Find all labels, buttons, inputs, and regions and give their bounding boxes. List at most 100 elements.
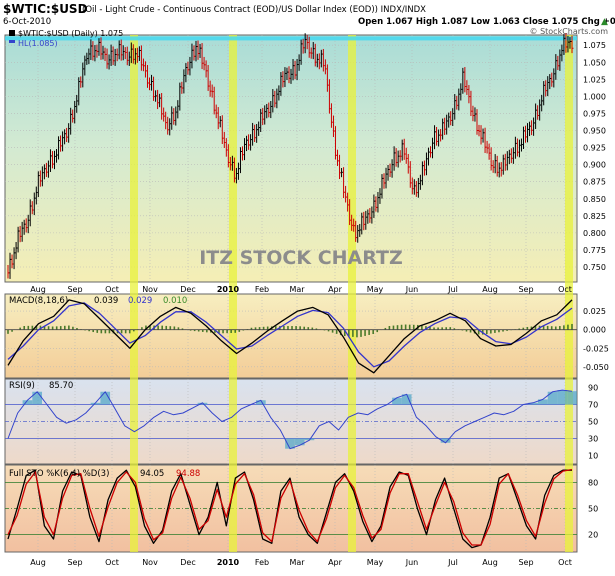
- hl-legend-label: HL(1.085): [18, 39, 58, 48]
- chart-date: 6-Oct-2010: [3, 17, 51, 27]
- bottom-x-tick-label: Dec: [180, 558, 195, 567]
- price-x-tick-label: Mar: [289, 285, 305, 294]
- rsi-overbought-fill: [401, 394, 412, 405]
- rsi-oversold-fill: [294, 438, 305, 446]
- rsi-line: [7, 389, 573, 450]
- price-y-tick-label: 0.875: [583, 178, 606, 187]
- rsi-y-tick-label: 30: [588, 435, 598, 444]
- sto-k-value: 94.05: [140, 469, 164, 479]
- bottom-x-tick-label: Sep: [518, 558, 533, 567]
- bottom-x-tick-label: Aug: [30, 558, 46, 567]
- price-y-tick-label: 1.025: [583, 75, 606, 84]
- highlight-band: [348, 35, 356, 552]
- sto-y-tick-label: 20: [588, 531, 598, 540]
- macd-signal-value: 0.029: [128, 296, 152, 306]
- macd-hist-value: 0.010: [163, 296, 187, 306]
- highlight-band: [130, 35, 138, 552]
- price-y-tick-label: 0.775: [583, 246, 606, 255]
- price-x-tick-label: Oct: [105, 285, 119, 294]
- rsi-oversold-fill: [440, 438, 451, 443]
- rsi-y-tick-label: 50: [588, 418, 598, 427]
- price-y-tick-label: 0.950: [583, 127, 606, 136]
- price-legend-main: $WTIC:$USD (Daily) 1.075: [18, 29, 123, 38]
- price-x-tick-label: Aug: [482, 285, 498, 294]
- sto-legend-label: Full STO %K(6,4) %D(3): [9, 469, 109, 479]
- rsi-overbought-fill: [547, 391, 558, 405]
- sto-d-value: 94.88: [176, 469, 200, 479]
- price-x-tick-label: Jun: [405, 285, 419, 294]
- price-x-tick-label: Nov: [142, 285, 158, 294]
- price-y-tick-label: 1.000: [583, 92, 606, 101]
- rsi-overbought-fill: [90, 402, 101, 405]
- bottom-x-tick-label: Sep: [67, 558, 82, 567]
- sto-legend: Full STO %K(6,4) %D(3) 94.05 94.88: [9, 469, 200, 479]
- rsi-overbought-fill: [255, 400, 266, 405]
- chart-ohlc: Open 1.067 High 1.087 Low 1.063 Close 1.…: [358, 17, 615, 27]
- macd-y-tick-label: 0.000: [583, 326, 606, 335]
- macd-panel: [4, 293, 578, 379]
- price-y-tick-label: 1.050: [583, 58, 606, 67]
- rsi-overbought-fill: [528, 402, 538, 405]
- bottom-x-tick-label: Mar: [289, 558, 305, 567]
- highlight-band: [565, 35, 573, 552]
- bottom-x-tick-label: Oct: [558, 558, 572, 567]
- bottom-x-tick-label: 2010: [217, 558, 240, 567]
- price-y-tick-label: 0.800: [583, 229, 606, 238]
- rsi-overbought-fill: [567, 391, 577, 405]
- price-x-tick-label: May: [367, 285, 384, 294]
- rsi-overbought-fill: [197, 402, 208, 405]
- price-y-tick-label: 0.825: [583, 212, 606, 221]
- macd-y-tick-label: -0.050: [583, 363, 609, 372]
- price-y-tick-label: 0.900: [583, 161, 606, 170]
- price-y-tick-label: 1.075: [583, 41, 606, 50]
- bottom-x-tick-label: Jun: [405, 558, 419, 567]
- price-y-tick-label: 0.975: [583, 109, 606, 118]
- bottom-x-tick-label: Jul: [447, 558, 458, 567]
- rsi-y-tick-label: 90: [588, 384, 598, 393]
- x-axis-labels: Aug Sep Oct Nov Dec 2010 Feb Mar Apr May Jun Jul Aug…: [30, 285, 572, 567]
- rsi-overbought-fill: [32, 391, 43, 405]
- macd-y-tick-label: 0.025: [583, 307, 606, 316]
- sto-y-tick-label: 50: [588, 505, 598, 514]
- sto-y-tick-label: 80: [588, 478, 598, 487]
- rsi-overbought-fill: [22, 400, 33, 405]
- sto-d-line: [7, 468, 573, 546]
- rsi-overbought-fill: [557, 390, 568, 405]
- chart-description: (Oil - Light Crude - Continuous Contract…: [82, 5, 426, 15]
- rsi-legend: RSI(9) 85.70: [9, 381, 73, 391]
- rsi-overbought-fill: [100, 391, 111, 405]
- rsi-y-tick-label: 70: [588, 401, 598, 410]
- price-x-tick-label: Aug: [30, 285, 46, 294]
- macd-y-tick-label: -0.025: [583, 344, 609, 353]
- rsi-y-tick-label: 10: [588, 452, 598, 461]
- y-axis-labels: 0.750 0.775 0.800 0.825 0.850 0.875 0.900 0.925…: [583, 41, 609, 539]
- price-x-tick-label: Oct: [558, 285, 572, 294]
- price-legend-swatch: [9, 30, 15, 36]
- bottom-x-tick-label: Aug: [482, 558, 498, 567]
- rsi-legend-label: RSI(9): [9, 381, 35, 391]
- price-x-tick-label: Sep: [67, 285, 82, 294]
- price-y-tick-label: 0.850: [583, 195, 606, 204]
- macd-legend-label: MACD(8,18,6): [9, 296, 68, 306]
- price-x-tick-label: Dec: [180, 285, 195, 294]
- price-legend: $WTIC:$USD (Daily) 1.075 HL(1.085): [9, 29, 123, 48]
- macd-legend: MACD(8,18,6) 0.039 0.029 0.010: [9, 296, 187, 306]
- price-x-tick-label: Feb: [255, 285, 269, 294]
- bottom-x-tick-label: May: [367, 558, 384, 567]
- highlight-band: [229, 35, 237, 552]
- resistance-line: [5, 36, 577, 41]
- price-x-tick-label: 2010: [217, 285, 240, 294]
- price-y-tick-label: 0.925: [583, 144, 606, 153]
- rsi-value: 85.70: [49, 381, 73, 391]
- rsi-overbought-fill: [537, 399, 548, 405]
- price-x-tick-label: Apr: [328, 285, 343, 294]
- price-y-tick-label: 0.750: [583, 263, 606, 272]
- price-x-tick-label: Sep: [518, 285, 533, 294]
- bottom-x-tick-label: Nov: [142, 558, 158, 567]
- highlight-bands: [130, 35, 573, 552]
- chg-up-arrow-icon: ▲: [601, 17, 608, 27]
- price-x-tick-label: Jul: [447, 285, 458, 294]
- macd-signal-line: [7, 302, 573, 368]
- rsi-oversold-fill: [285, 438, 295, 449]
